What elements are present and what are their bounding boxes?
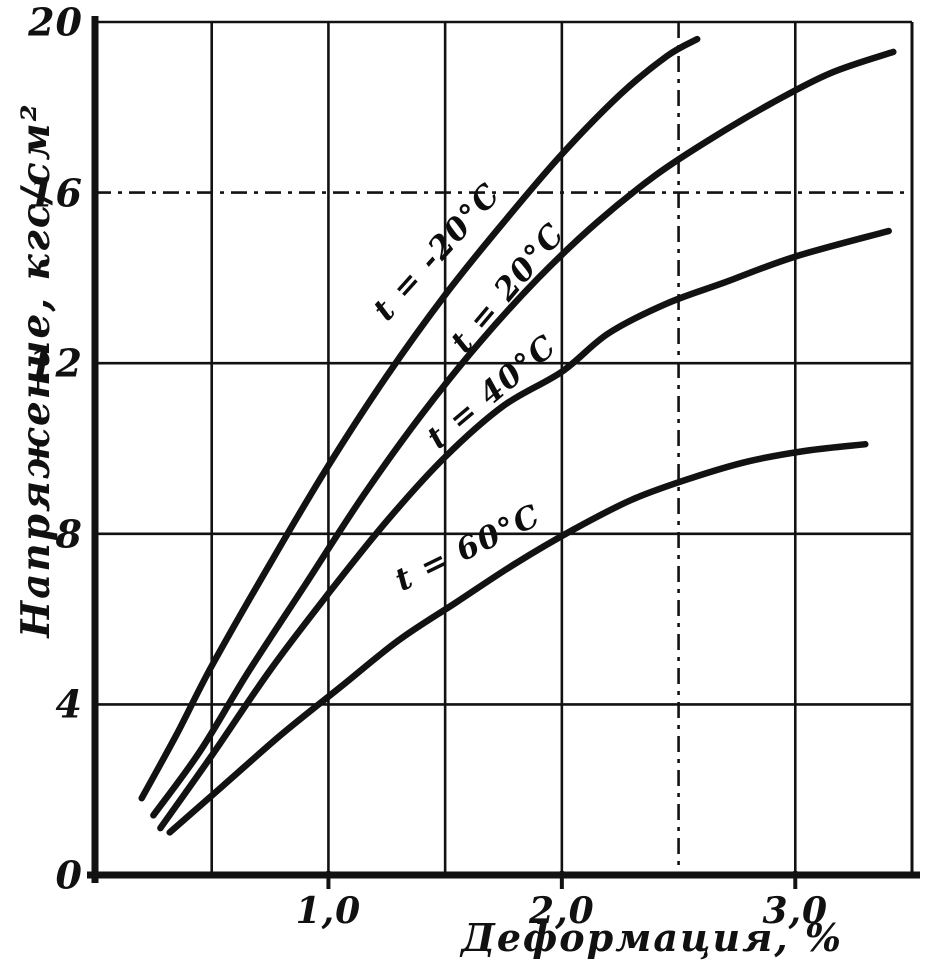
- x-tick-label: 3,0: [762, 890, 829, 932]
- x-axis-title: Деформация, %: [461, 915, 843, 960]
- x-tick-label: 2,0: [529, 890, 595, 932]
- y-tick-label: 8: [55, 511, 83, 557]
- x-tick-label: 1,0: [295, 890, 362, 932]
- curve-2: [150, 48, 897, 819]
- y-tick-label: 0: [55, 852, 83, 898]
- y-tick-label: 20: [28, 0, 83, 45]
- y-tick-label: 12: [28, 340, 83, 386]
- curve-1: [138, 35, 701, 802]
- curve-4: [166, 440, 869, 836]
- y-tick-label: 16: [28, 170, 83, 216]
- y-tick-label: 4: [55, 681, 83, 727]
- curve-3: [157, 227, 892, 832]
